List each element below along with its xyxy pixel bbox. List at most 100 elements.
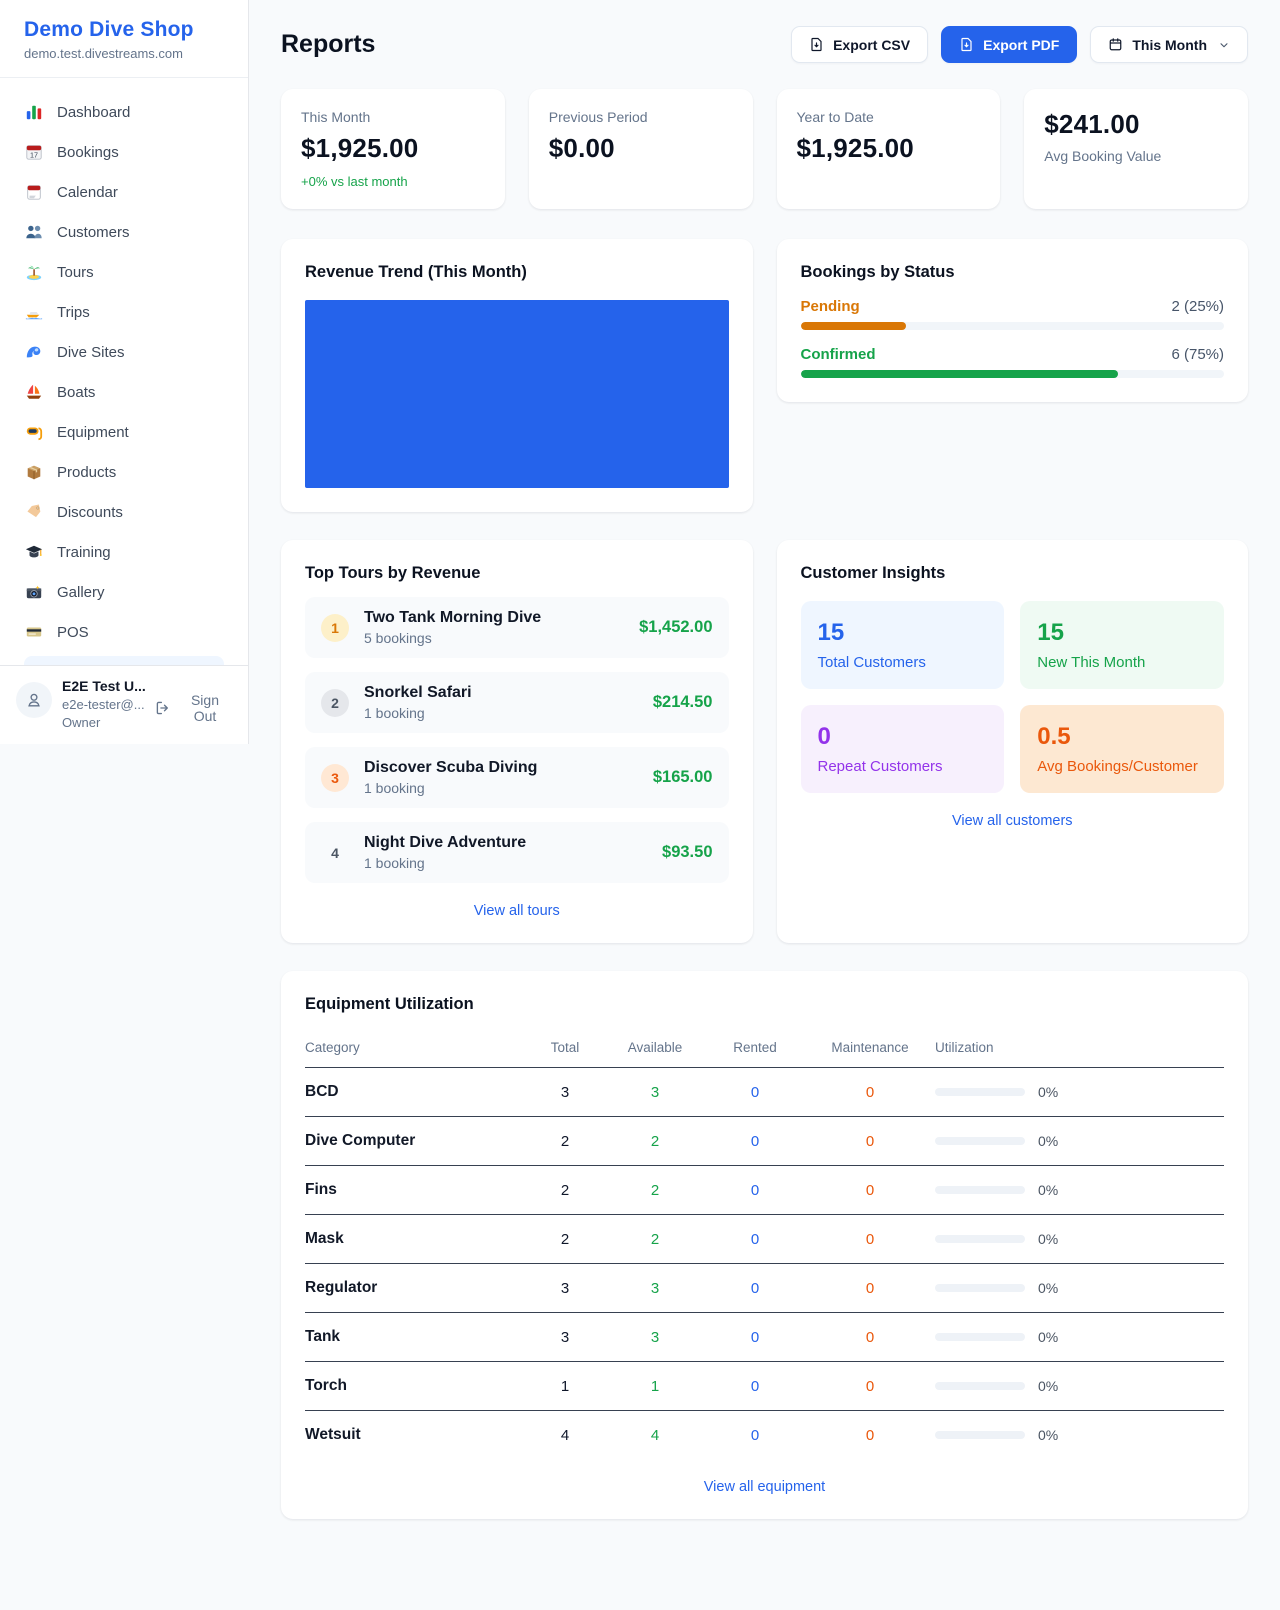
- cell-total: 2: [525, 1116, 605, 1166]
- tile-new-this-month: 15 New This Month: [1020, 601, 1224, 689]
- wave-icon: [24, 342, 44, 362]
- sign-out-button[interactable]: Sign Out: [155, 692, 232, 724]
- rank-badge: 3: [321, 763, 349, 792]
- export-csv-label: Export CSV: [833, 36, 911, 53]
- equipment-table: Category Total Available Rented Maintena…: [305, 1032, 1224, 1459]
- sidebar-item-label: Trips: [57, 303, 90, 321]
- main-content: Reports Export CSV Export PDF This Month…: [249, 0, 1280, 1559]
- tour-bookings: 1 booking: [364, 855, 425, 871]
- view-all-equipment-link[interactable]: View all equipment: [703, 1479, 826, 1495]
- sidebar-item-label: Calendar: [57, 183, 118, 201]
- stat-value: $1,925.00: [301, 133, 419, 163]
- utilization-pct: 0%: [1038, 1084, 1059, 1100]
- revenue-trend-title: Revenue Trend (This Month): [305, 263, 527, 281]
- sidebar-item-products[interactable]: Products: [12, 452, 236, 492]
- cell-rented: 0: [705, 1116, 805, 1166]
- utilization-pct: 0%: [1038, 1133, 1059, 1149]
- sidebar-item-label: Training: [57, 543, 111, 561]
- status-bar-fill: [800, 370, 1119, 378]
- user-name: E2E Test U...: [62, 678, 146, 694]
- stat-value: $1,925.00: [796, 133, 914, 163]
- col-rented: Rented: [705, 1032, 805, 1068]
- cell-utilization: 0%: [935, 1214, 1224, 1264]
- cell-maintenance: 0: [865, 1426, 875, 1444]
- tour-amount: $1,452.00: [639, 618, 713, 636]
- utilization-bar: [935, 1235, 1025, 1243]
- tour-row: 3 Discover Scuba Diving 1 booking $165.0…: [305, 747, 729, 808]
- sidebar-item-dive-sites[interactable]: Dive Sites: [12, 332, 236, 372]
- user-email: e2e-tester@...: [62, 697, 145, 712]
- utilization-pct: 0%: [1038, 1182, 1059, 1198]
- cell-maintenance: 0: [805, 1067, 935, 1117]
- stat-label: This Month: [301, 109, 371, 125]
- period-dropdown[interactable]: This Month: [1090, 26, 1248, 63]
- sidebar-item-trips[interactable]: Trips: [12, 292, 236, 332]
- sign-out-icon: [156, 701, 169, 715]
- sidebar-item-label: Customers: [57, 223, 130, 241]
- sidebar-item-gallery[interactable]: Gallery: [12, 572, 236, 612]
- calendar-icon: [24, 182, 44, 202]
- tour-name: Two Tank Morning Dive: [364, 609, 542, 626]
- tour-name: Snorkel Safari: [364, 684, 472, 701]
- sidebar-item-pos[interactable]: POS: [12, 612, 236, 652]
- utilization-pct: 0%: [1038, 1231, 1059, 1247]
- utilization-bar: [935, 1284, 1025, 1292]
- sidebar-item-discounts[interactable]: Discounts: [12, 492, 236, 532]
- tour-info: Snorkel Safari 1 booking: [364, 684, 472, 721]
- cell-utilization: 0%: [935, 1263, 1224, 1313]
- graduation-cap-icon: [24, 542, 44, 562]
- sidebar-item-calendar[interactable]: Calendar: [12, 172, 236, 212]
- export-csv-button[interactable]: Export CSV: [791, 26, 929, 63]
- status-line: Confirmed 6 (75%): [801, 346, 1225, 363]
- cell-category: Regulator: [305, 1263, 525, 1313]
- cell-utilization: 0%: [935, 1361, 1224, 1411]
- tile-total-customers: 15 Total Customers: [800, 601, 1005, 689]
- customers-icon: [24, 222, 44, 242]
- revenue-trend-chart: [305, 300, 729, 488]
- tour-row: 1 Two Tank Morning Dive 5 bookings $1,45…: [305, 597, 729, 658]
- stat-value: $241.00: [1044, 109, 1140, 139]
- svg-text:17: 17: [30, 150, 38, 159]
- tile-label: Avg Bookings/Customer: [1037, 758, 1198, 775]
- sidebar-item-training[interactable]: Training: [12, 532, 236, 572]
- rank-badge: 1: [321, 613, 349, 642]
- col-maintenance: Maintenance: [805, 1032, 935, 1068]
- utilization-bar: [935, 1382, 1025, 1390]
- export-pdf-button[interactable]: Export PDF: [941, 26, 1078, 63]
- package-icon: [24, 462, 44, 482]
- cell-utilization: 0%: [935, 1116, 1224, 1166]
- bookings-by-status-title: Bookings by Status: [800, 263, 955, 281]
- camera-icon: [24, 582, 44, 602]
- col-utilization: Utilization: [935, 1032, 1224, 1068]
- tour-info: Night Dive Adventure 1 booking: [364, 834, 526, 871]
- cell-available: 4: [650, 1426, 660, 1444]
- cell-available: 1: [605, 1361, 705, 1411]
- sidebar-item-bookings[interactable]: 17 Bookings: [12, 132, 236, 172]
- sidebar-item-dashboard[interactable]: Dashboard: [12, 92, 236, 132]
- tour-bookings: 1 booking: [364, 780, 425, 796]
- utilization-pct: 0%: [1038, 1378, 1059, 1394]
- rank-badge: 2: [321, 688, 349, 717]
- credit-card-icon: [24, 622, 44, 642]
- customer-insights-title: Customer Insights: [800, 564, 946, 582]
- stat-value: $0.00: [548, 133, 615, 163]
- cell-rented: 0: [705, 1067, 805, 1117]
- cell-total: 3: [525, 1312, 605, 1362]
- sidebar-item-boats[interactable]: Boats: [12, 372, 236, 412]
- sidebar-item-reports-partial[interactable]: [24, 656, 224, 665]
- insights-row: Top Tours by Revenue 1 Two Tank Morning …: [281, 540, 1248, 943]
- utilization-bar: [935, 1333, 1025, 1341]
- equipment-utilization-card: Equipment Utilization Category Total Ava…: [281, 971, 1248, 1519]
- sidebar-item-tours[interactable]: Tours: [12, 252, 236, 292]
- sidebar-item-label: Dashboard: [57, 103, 131, 121]
- cell-total: 1: [525, 1361, 605, 1411]
- view-all-customers-link[interactable]: View all customers: [951, 813, 1073, 829]
- sidebar-item-customers[interactable]: Customers: [12, 212, 236, 252]
- tile-label: Total Customers: [817, 654, 926, 671]
- equipment-utilization-title: Equipment Utilization: [305, 995, 474, 1013]
- view-all-tours-link[interactable]: View all tours: [473, 903, 560, 919]
- island-icon: [24, 262, 44, 282]
- header-actions: Export CSV Export PDF This Month: [791, 26, 1248, 63]
- sidebar-item-equipment[interactable]: Equipment: [12, 412, 236, 452]
- utilization-pct: 0%: [1038, 1329, 1059, 1345]
